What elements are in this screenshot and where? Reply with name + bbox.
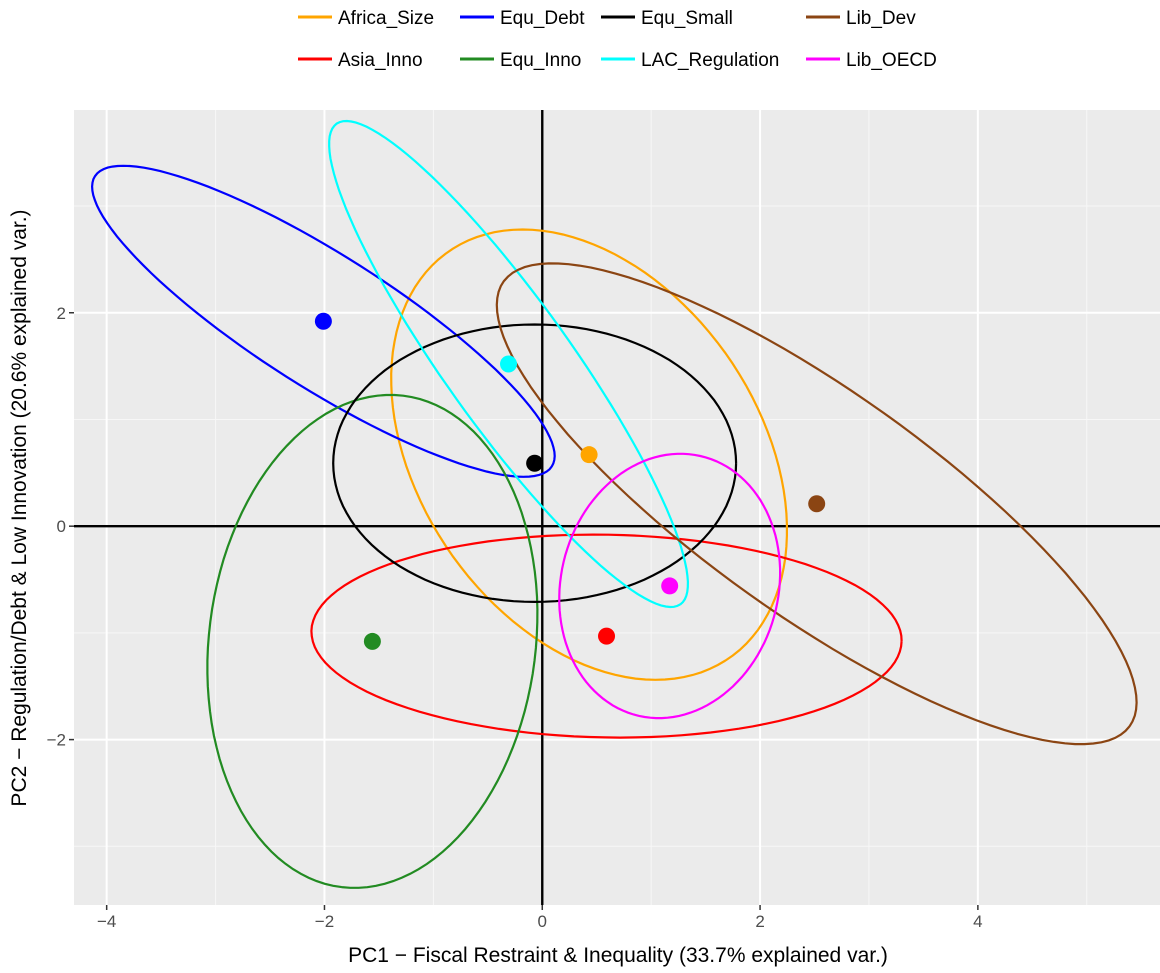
x-tick-label: 2 [755,912,764,931]
x-tick-label: 4 [973,912,982,931]
ellipse-equ-debt [90,164,556,478]
minor-gridlines [74,110,1160,905]
centroid-points [314,312,826,650]
legend-label: Equ_Small [641,8,733,29]
plot-panel [74,110,1160,905]
point-lac-regulation [500,355,518,373]
ellipse-lac-regulation [328,119,690,609]
y-axis-title: PC2 − Regulation/Debt & Low Innovation (… [8,209,31,806]
ellipse-equ-inno [206,393,539,889]
y-tick-label: −2 [47,731,66,750]
legend: Africa_Size Asia_Inno Equ_Debt Equ_Inno Equ_… [298,8,937,71]
y-tick-label: 0 [57,517,66,536]
x-axis-ticks: −4 −2 0 2 4 [97,905,983,931]
ellipse-asia-inno [310,533,903,739]
legend-item-equ-debt: Equ_Debt [460,8,585,29]
x-tick-label: −2 [315,912,334,931]
ellipse-lib-oecd [558,452,782,720]
x-tick-label: −4 [97,912,116,931]
point-asia-inno [598,627,616,645]
ellipse-lib-dev [495,262,1138,746]
legend-item-lib-dev: Lib_Dev [806,8,916,29]
ellipse-equ-small [332,323,738,604]
legend-item-africa-size: Africa_Size [298,8,434,29]
legend-label: Asia_Inno [338,50,423,71]
x-axis-title: PC1 − Fiscal Restraint & Inequality (33.… [348,944,888,967]
legend-item-lac-regulation: LAC_Regulation [601,50,779,71]
x-tick-label: 0 [538,912,547,931]
legend-label: Equ_Debt [500,8,585,29]
confidence-ellipses [90,119,1138,889]
legend-label: Lib_Dev [846,8,916,29]
y-axis-ticks: −2 0 2 [47,304,74,750]
point-lib-oecd [661,577,679,595]
point-africa-size [580,446,598,464]
legend-label: Lib_OECD [846,50,937,71]
legend-item-equ-small: Equ_Small [601,8,733,29]
legend-item-equ-inno: Equ_Inno [460,50,581,71]
point-lib-dev [808,495,826,513]
point-equ-debt [314,312,332,330]
legend-label: LAC_Regulation [641,50,779,71]
legend-item-lib-oecd: Lib_OECD [806,50,937,71]
legend-item-asia-inno: Asia_Inno [298,50,423,71]
legend-label: Africa_Size [338,8,434,29]
legend-label: Equ_Inno [500,50,581,71]
ellipse-africa-size [390,228,789,681]
point-equ-small [526,454,544,472]
point-equ-inno [363,632,381,650]
y-tick-label: 2 [57,304,66,323]
